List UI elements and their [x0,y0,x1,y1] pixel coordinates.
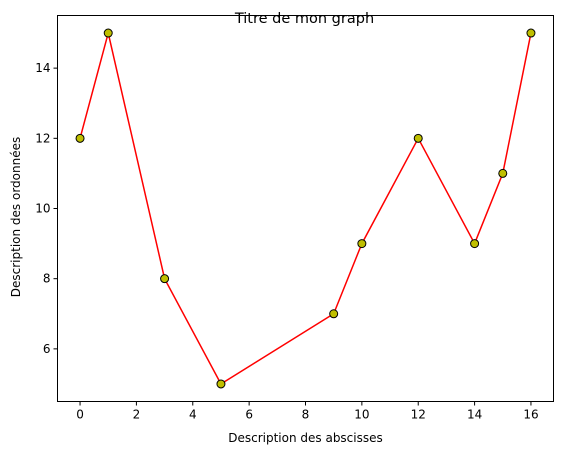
y-tick-label: 6 [43,342,51,356]
x-tick-label: 6 [245,408,253,422]
y-tick-label: 12 [35,131,50,145]
x-tick-label: 2 [133,408,141,422]
x-tick-label: 10 [354,408,369,422]
x-axis-label: Description des abscisses [228,431,383,445]
data-point [160,274,170,284]
data-point [526,28,536,38]
data-point [498,168,508,178]
x-tick-label: 4 [189,408,197,422]
data-point [470,239,480,249]
x-tick-label: 12 [411,408,426,422]
y-tick-label: 10 [35,202,50,216]
data-point [329,309,339,319]
data-point [216,379,226,389]
data-markers [75,28,536,389]
x-axis: 0 2 4 6 8 10 12 14 16 [76,401,539,422]
data-point [103,28,113,38]
y-tick-label: 14 [35,61,50,75]
plot-area-frame [57,15,554,402]
y-axis-label: Description des ordonnées [9,137,23,297]
y-axis: 6 8 10 12 14 [35,61,58,356]
series-line [79,32,532,386]
data-point [75,133,85,143]
data-point [413,133,423,143]
chart-title: Titre de mon graph [234,11,374,27]
x-tick-label: 8 [302,408,310,422]
x-tick-label: 16 [523,408,538,422]
data-point [357,239,367,249]
x-tick-label: 0 [76,408,84,422]
y-tick-label: 8 [43,272,51,286]
x-tick-label: 14 [467,408,482,422]
